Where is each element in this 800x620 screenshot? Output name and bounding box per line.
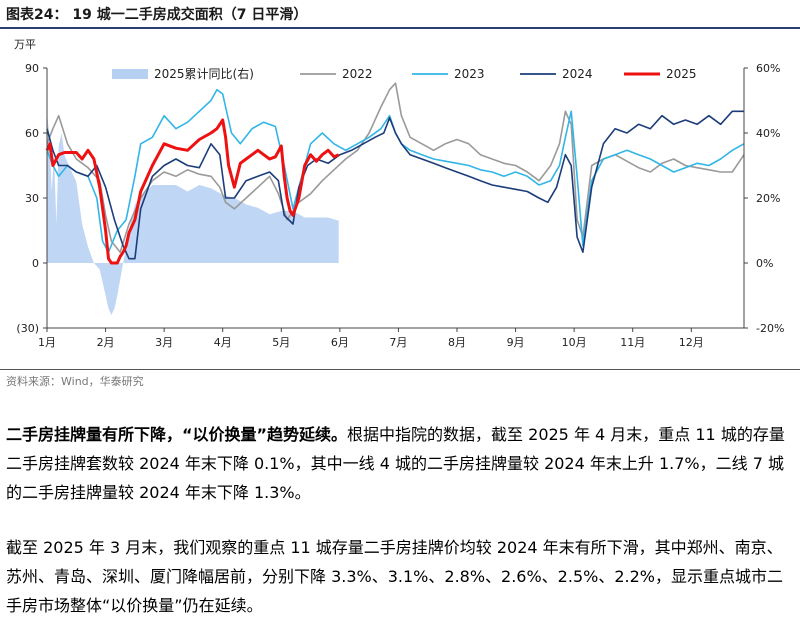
x-tick-label: 1月: [38, 336, 56, 349]
source-divider: [0, 369, 800, 370]
x-tick-label: 5月: [272, 336, 290, 349]
legend: 2025累计同比(右) 2022 2023 2024 2025: [112, 66, 697, 81]
y-tick-label: 60: [25, 127, 39, 140]
x-tick-label: 11月: [620, 336, 645, 349]
legend-label: 2022: [342, 67, 373, 81]
y-tick-label: 30: [25, 192, 39, 205]
y-axis-unit: 万平: [14, 38, 36, 51]
y-tick-label: 90: [25, 62, 39, 75]
y2-tick-label: 0%: [756, 257, 773, 270]
x-tick-label: 12月: [679, 336, 704, 349]
ticks-group: 90 60 30 0 (30) 60% 40% 20% 0% -20% 1月 2月 3月 4月 5月 6月 7月…: [16, 62, 784, 349]
x-tick-label: 4月: [214, 336, 232, 349]
x-tick-label: 3月: [155, 336, 173, 349]
y-tick-label: (30): [16, 322, 39, 335]
series-area-2025-cumulative-yoy: [47, 113, 339, 315]
y2-tick-label: 40%: [756, 127, 780, 140]
x-tick-label: 7月: [389, 336, 407, 349]
x-tick-label: 10月: [562, 336, 587, 349]
paragraph-prices: 截至 2025 年 3 月末，我们观察的重点 11 城存量二手房挂牌价均较 20…: [6, 533, 794, 620]
paragraph-body: 根据中指院的数据，截至 2025 年 4 月末，重点 11 城的存量二手房挂牌套…: [6, 425, 785, 502]
series-line-2024: [46, 110, 744, 260]
y2-tick-label: 60%: [756, 62, 780, 75]
chart-container: 万平 90 60 30 0 (30) 60% 40% 20% 0% -20% 1月 2月 3月 4月 5月 6…: [0, 30, 800, 368]
y-tick-label: 0: [32, 257, 39, 270]
line-chart: 万平 90 60 30 0 (30) 60% 40% 20% 0% -20% 1月 2月 3月 4月 5月 6…: [14, 38, 784, 349]
paragraph-listings: 二手房挂牌量有所下降，“以价换量”趋势延续。根据中指院的数据，截至 2025 年…: [6, 420, 794, 507]
series-line-2023: [46, 88, 745, 253]
series-area-group: [47, 113, 339, 315]
series-lines-group: [45, 82, 745, 265]
figure-title: 图表24： 19 城一二手房成交面积（7 日平滑）: [6, 7, 308, 23]
paragraph-lead: 二手房挂牌量有所下降，“以价换量”趋势延续。: [6, 425, 348, 444]
x-tick-label: 6月: [331, 336, 349, 349]
series-line-2025: [45, 118, 340, 265]
legend-label: 2024: [562, 67, 593, 81]
legend-label: 2025累计同比(右): [154, 66, 254, 81]
x-tick-label: 9月: [507, 336, 525, 349]
y2-tick-label: -20%: [756, 322, 784, 335]
legend-label: 2025: [666, 67, 697, 81]
x-tick-label: 8月: [448, 336, 466, 349]
y2-tick-label: 20%: [756, 192, 780, 205]
legend-label: 2023: [454, 67, 485, 81]
legend-swatch: [112, 69, 148, 79]
title-divider: [0, 27, 800, 29]
paragraph-body: 截至 2025 年 3 月末，我们观察的重点 11 城存量二手房挂牌价均较 20…: [6, 538, 783, 615]
source-note: 资料来源：Wind，华泰研究: [6, 375, 144, 388]
x-tick-label: 2月: [97, 336, 115, 349]
